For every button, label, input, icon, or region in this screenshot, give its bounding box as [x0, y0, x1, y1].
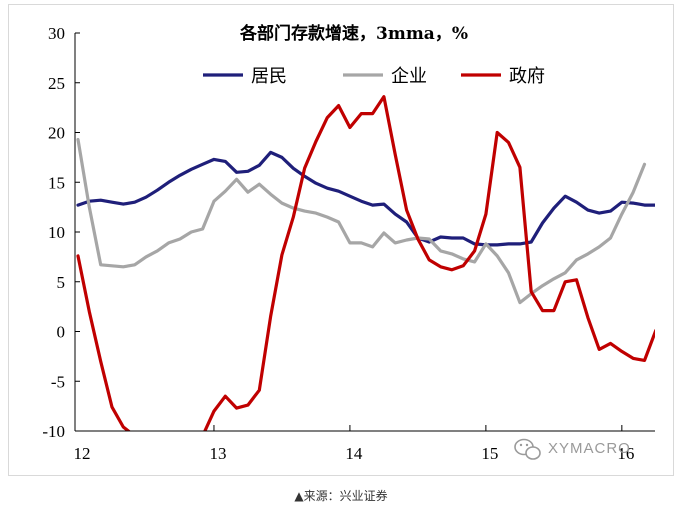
wechat-icon — [514, 438, 541, 460]
series-line-2 — [76, 95, 655, 431]
legend: 居民 企业 政府 — [203, 66, 545, 87]
chart-frame: 各部门存款增速，3mma，% 居民 企业 政府 30 25 20 15 10 5 0 -5 -10 1… — [8, 4, 674, 476]
x-tick-label: 12 — [74, 444, 91, 463]
watermark: XYMACRO — [514, 438, 631, 460]
y-tick-label: 20 — [48, 124, 65, 143]
y-tick-label: 10 — [48, 223, 65, 242]
line-chart: 各部门存款增速，3mma，% 居民 企业 政府 30 25 20 15 10 5 0 -5 -10 1… — [42, 23, 655, 463]
x-tick-label: 13 — [209, 444, 226, 463]
y-tick-label: 15 — [48, 173, 65, 192]
axes: 30 25 20 15 10 5 0 -5 -10 12 13 14 15 16 — [42, 24, 655, 463]
series-layer — [76, 95, 655, 431]
series-line-1 — [76, 137, 647, 305]
source-note: ▲来源：兴业证券 — [294, 489, 388, 503]
series-line-0 — [76, 150, 655, 247]
watermark-text: XYMACRO — [548, 440, 631, 457]
y-tick-label: 30 — [48, 24, 65, 43]
legend-label-0: 居民 — [251, 66, 287, 87]
legend-label-1: 企业 — [391, 66, 427, 87]
x-tick-label: 15 — [481, 444, 498, 463]
y-tick-label: -5 — [51, 372, 65, 391]
x-tick-label: 14 — [345, 444, 363, 463]
y-tick-label: -10 — [42, 422, 65, 441]
legend-label-2: 政府 — [509, 66, 545, 87]
chart-title: 各部门存款增速，3mma，% — [239, 23, 468, 44]
y-tick-label: 25 — [48, 74, 65, 93]
y-tick-label: 5 — [57, 273, 66, 292]
y-tick-label: 0 — [57, 323, 66, 342]
x-tick-label: 16 — [617, 444, 634, 463]
